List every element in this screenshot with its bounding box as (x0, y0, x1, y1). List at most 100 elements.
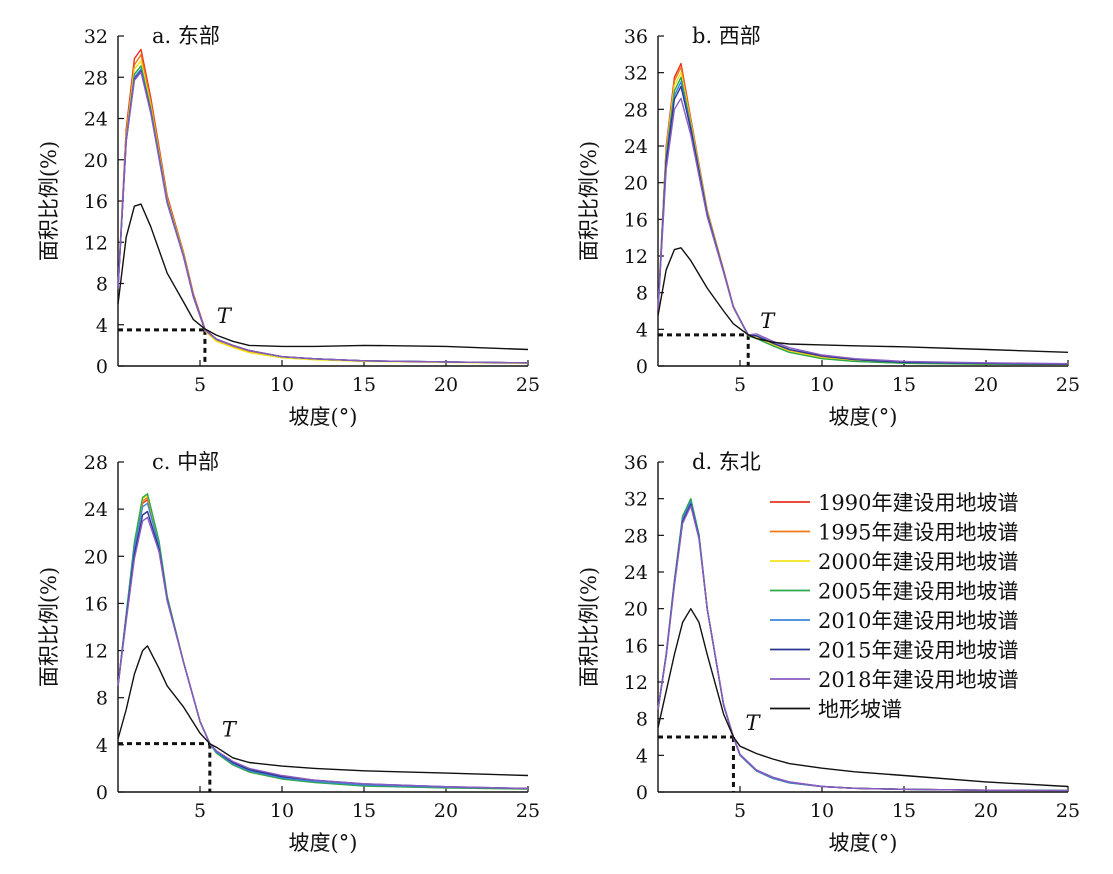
x-tick-label: 15 (892, 374, 916, 396)
x-tick-label: 15 (352, 374, 376, 396)
y-axis-label: 面积比例(%) (37, 141, 61, 261)
y-axis-label: 面积比例(%) (37, 567, 61, 687)
x-tick-label: 10 (270, 800, 294, 822)
series-line-1 (117, 48, 529, 364)
series-line-4 (117, 65, 529, 364)
series-line-4 (117, 493, 529, 790)
y-tick-label: 12 (624, 246, 648, 268)
y-tick-label: 4 (96, 735, 108, 757)
x-axis-label: 坡度(°) (289, 405, 358, 429)
x-axis-label: 坡度(°) (829, 831, 898, 855)
y-tick-label: 0 (636, 782, 648, 804)
series-line-8 (657, 608, 1069, 788)
threshold-label: T (217, 304, 233, 328)
x-tick-label: 15 (352, 800, 376, 822)
y-tick-label: 28 (624, 525, 648, 547)
y-tick-label: 8 (96, 688, 108, 710)
series-line-3 (117, 494, 529, 790)
series-line-6 (117, 510, 529, 790)
panel-title: c. 中部 (152, 450, 219, 474)
series-line-7 (657, 505, 1069, 792)
series-line-5 (657, 81, 1069, 365)
y-tick-label: 12 (624, 672, 648, 694)
y-tick-label: 20 (84, 150, 108, 172)
y-tick-label: 4 (636, 745, 648, 767)
y-tick-label: 20 (84, 546, 108, 568)
y-tick-label: 0 (96, 782, 108, 804)
y-tick-label: 16 (84, 593, 108, 615)
y-tick-label: 24 (624, 562, 648, 584)
x-tick-label: 15 (892, 800, 916, 822)
threshold-label: T (222, 718, 238, 742)
threshold-label: T (760, 309, 776, 333)
x-tick-label: 20 (434, 374, 458, 396)
series-line-8 (657, 247, 1069, 353)
y-tick-label: 0 (636, 356, 648, 378)
panel-title: a. 东部 (152, 24, 220, 48)
y-tick-label: 12 (84, 641, 108, 663)
y-tick-label: 16 (84, 191, 108, 213)
x-axis-label: 坡度(°) (829, 405, 898, 429)
y-tick-label: 36 (624, 452, 648, 474)
y-axis-label: 面积比例(%) (577, 567, 601, 687)
threshold-label: T (745, 711, 761, 735)
y-tick-label: 28 (624, 99, 648, 121)
x-tick-label: 10 (270, 374, 294, 396)
series-line-7 (117, 71, 529, 364)
y-tick-label: 12 (84, 232, 108, 254)
y-tick-label: 4 (636, 319, 648, 341)
legend-label-8: 地形坡谱 (818, 698, 902, 722)
x-tick-label: 5 (194, 800, 206, 822)
x-tick-label: 10 (810, 374, 834, 396)
x-tick-label: 20 (974, 374, 998, 396)
x-tick-label: 25 (1056, 800, 1080, 822)
legend-label-4: 2005年建设用地坡谱 (818, 580, 1018, 604)
series-line-2 (657, 66, 1069, 366)
x-tick-label: 5 (734, 800, 746, 822)
y-axis-label: 面积比例(%) (577, 141, 601, 261)
series-line-2 (117, 53, 529, 364)
x-tick-label: 25 (516, 374, 540, 396)
series-line-8 (117, 645, 529, 777)
y-tick-label: 24 (84, 499, 108, 521)
y-tick-label: 24 (84, 109, 108, 131)
series-line-1 (657, 62, 1069, 366)
y-tick-label: 20 (624, 173, 648, 195)
series-line-4 (657, 76, 1069, 366)
series-line-8 (117, 203, 529, 351)
y-tick-label: 24 (624, 136, 648, 158)
series-line-7 (117, 516, 529, 790)
panel-title: d. 东北 (692, 450, 761, 474)
series-line-6 (657, 85, 1069, 365)
series-line-3 (117, 60, 529, 365)
legend-label-1: 1990年建设用地坡谱 (818, 491, 1018, 515)
y-tick-label: 8 (636, 709, 648, 731)
series-line-2 (117, 496, 529, 790)
legend-label-6: 2015年建设用地坡谱 (818, 639, 1018, 663)
x-axis-label: 坡度(°) (289, 831, 358, 855)
legend-label-2: 1995年建设用地坡谱 (818, 521, 1018, 545)
x-tick-label: 20 (974, 800, 998, 822)
y-tick-label: 32 (624, 63, 648, 85)
legend-label-3: 2000年建设用地坡谱 (818, 550, 1018, 574)
y-tick-label: 28 (84, 452, 108, 474)
series-line-3 (657, 71, 1069, 366)
y-tick-label: 16 (624, 635, 648, 657)
y-tick-label: 0 (96, 356, 108, 378)
y-tick-label: 8 (96, 274, 108, 296)
x-tick-label: 10 (810, 800, 834, 822)
y-tick-label: 32 (84, 26, 108, 48)
x-tick-label: 25 (1056, 374, 1080, 396)
x-tick-label: 5 (734, 374, 746, 396)
y-tick-label: 36 (624, 26, 648, 48)
y-tick-label: 32 (624, 489, 648, 511)
legend-label-7: 2018年建设用地坡谱 (818, 668, 1018, 692)
legend: 1990年建设用地坡谱 1995年建设用地坡谱 2000年建设用地坡谱 2005年建设… (770, 491, 1018, 722)
series-line-5 (117, 68, 529, 364)
x-tick-label: 25 (516, 800, 540, 822)
